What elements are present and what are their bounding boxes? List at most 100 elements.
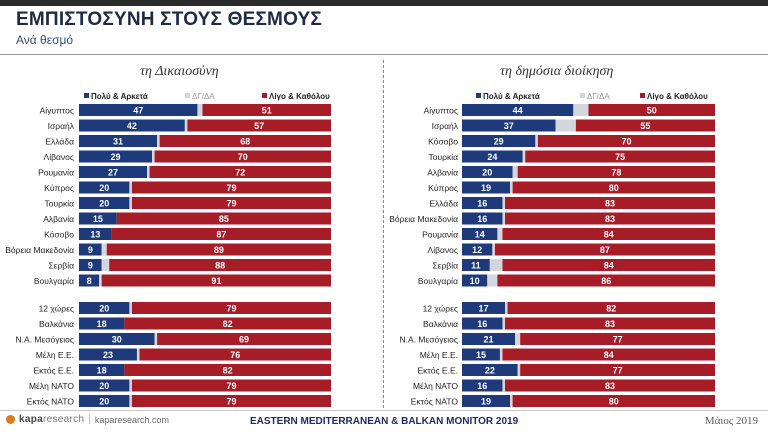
bar-segment bbox=[512, 166, 518, 178]
bar-segment bbox=[489, 259, 503, 271]
data-label: 87 bbox=[216, 230, 226, 240]
brand-logo: kaparesearch | kaparesearch.com bbox=[6, 414, 169, 425]
bar-segment bbox=[129, 197, 132, 209]
bar-segment bbox=[131, 379, 331, 392]
category-label: Εκτός Ε.Ε. bbox=[417, 366, 458, 376]
data-label: 37 bbox=[504, 121, 514, 131]
bar-segment bbox=[79, 181, 130, 194]
category-label: Μέλη Ε.Ε. bbox=[36, 350, 74, 360]
data-label: 82 bbox=[223, 366, 233, 376]
bar-segment bbox=[79, 119, 185, 132]
bar-segment bbox=[555, 119, 576, 132]
data-label: 27 bbox=[108, 168, 118, 178]
bar-segment bbox=[131, 197, 331, 209]
bar-segment bbox=[462, 104, 574, 116]
bar-segment bbox=[462, 302, 506, 314]
data-label: 70 bbox=[621, 137, 631, 147]
bar-segment bbox=[159, 135, 331, 147]
bar-segment bbox=[525, 150, 715, 163]
bar-segment bbox=[149, 166, 331, 178]
category-label: Ρουμανία bbox=[422, 230, 458, 240]
bar-segment bbox=[109, 259, 332, 271]
data-label: 84 bbox=[604, 230, 614, 240]
bar-segment bbox=[139, 348, 331, 361]
data-label: 16 bbox=[477, 381, 487, 391]
data-label: 85 bbox=[219, 214, 229, 224]
bar-segment bbox=[512, 181, 715, 194]
brand-name: kaparesearch bbox=[19, 414, 85, 425]
bar-segment bbox=[510, 395, 513, 407]
data-label: 20 bbox=[482, 168, 492, 178]
category-label: Βουλγαρία bbox=[34, 276, 74, 286]
bar-segment bbox=[462, 259, 490, 271]
category-label: Ισραήλ bbox=[48, 121, 75, 131]
data-label: 15 bbox=[476, 350, 486, 360]
category-label: 12 χώρες bbox=[423, 304, 458, 314]
bar-segment bbox=[502, 212, 506, 225]
bar-segment bbox=[154, 150, 331, 163]
bar-segment bbox=[497, 274, 715, 287]
legend-swatch bbox=[476, 93, 481, 98]
bar-segment bbox=[537, 135, 715, 147]
legend-label: ΔΓ/ΔΑ bbox=[192, 92, 215, 101]
bar-segment bbox=[129, 302, 132, 314]
charts-canvas: Πολύ & Αρκετά ΔΓ/ΔΑ Λίγο & Καθόλου Αίγυπτος… bbox=[5, 92, 715, 407]
data-label: 79 bbox=[226, 183, 236, 193]
data-label: 79 bbox=[226, 304, 236, 314]
data-label: 79 bbox=[226, 397, 236, 407]
data-label: 20 bbox=[99, 199, 109, 209]
legend-label: Πολύ & Αρκετά bbox=[483, 92, 540, 101]
page-subtitle: Ανά θεσμό bbox=[16, 33, 74, 47]
bar-segment bbox=[79, 259, 102, 271]
bar-segment bbox=[79, 166, 148, 178]
data-label: 79 bbox=[226, 199, 236, 209]
bar-segment bbox=[79, 228, 112, 240]
bar-segment bbox=[462, 119, 556, 132]
legend-label: Λίγο & Καθόλου bbox=[269, 92, 330, 101]
bar-segment bbox=[157, 333, 331, 345]
data-label: 78 bbox=[611, 168, 621, 178]
category-label: Βαλκάνια bbox=[423, 319, 458, 329]
brand-mark-icon bbox=[6, 415, 15, 424]
data-label: 20 bbox=[99, 381, 109, 391]
bar-segment bbox=[106, 243, 331, 256]
bar-segment bbox=[462, 379, 503, 392]
category-label: Σερβία bbox=[432, 261, 458, 271]
page-title: ΕΜΠΙΣΤΟΣΥΝΗ ΣΤΟΥΣ ΘΕΣΜΟΥΣ bbox=[16, 9, 323, 30]
category-label: Αλβανία bbox=[43, 214, 74, 224]
category-label: Ισραήλ bbox=[432, 121, 459, 131]
data-label: 11 bbox=[471, 261, 481, 271]
bar-segment bbox=[152, 150, 155, 163]
legend-label: ΔΓ/ΔΑ bbox=[587, 92, 610, 101]
bar-segment bbox=[131, 395, 331, 407]
bar-segment bbox=[116, 212, 331, 225]
bar-segment bbox=[79, 197, 130, 209]
data-label: 68 bbox=[240, 137, 250, 147]
legend-label: Λίγο & Καθόλου bbox=[647, 92, 708, 101]
bar-segment bbox=[101, 274, 332, 287]
bar-segment bbox=[99, 274, 102, 287]
bar-segment bbox=[79, 274, 100, 287]
data-label: 72 bbox=[235, 168, 245, 178]
bar-segment bbox=[79, 395, 130, 407]
data-label: 50 bbox=[647, 106, 657, 116]
chart-title-administration: τη δημόσια διοίκηση bbox=[500, 64, 614, 79]
category-label: Τουρκία bbox=[44, 199, 74, 209]
bar-segment bbox=[462, 333, 516, 345]
data-label: 77 bbox=[613, 335, 623, 345]
bar-segment bbox=[487, 274, 498, 287]
brand-url: kaparesearch.com bbox=[94, 414, 169, 425]
data-label: 22 bbox=[485, 366, 495, 376]
bar-segment bbox=[79, 302, 130, 314]
bar-segment bbox=[492, 243, 495, 256]
data-label: 10 bbox=[470, 276, 480, 286]
data-label: 47 bbox=[133, 106, 143, 116]
category-label: Βόρεια Μακεδονία bbox=[389, 214, 458, 224]
bar-segment bbox=[520, 333, 715, 345]
data-label: 16 bbox=[477, 199, 487, 209]
data-label: 77 bbox=[613, 366, 623, 376]
data-label: 89 bbox=[214, 245, 224, 255]
data-label: 80 bbox=[609, 397, 619, 407]
category-label: Κύπρος bbox=[428, 183, 458, 193]
data-label: 83 bbox=[605, 381, 615, 391]
